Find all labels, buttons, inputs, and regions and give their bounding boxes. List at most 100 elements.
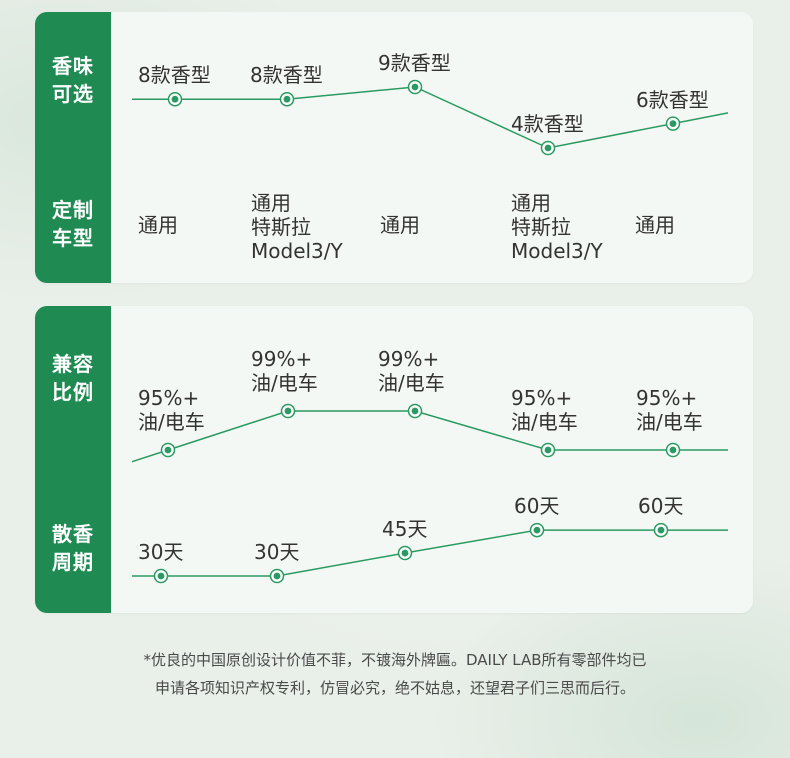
- marker-dot: [171, 95, 179, 103]
- period-point-marker: [653, 522, 669, 538]
- row-label-band: [35, 306, 111, 613]
- scent-label: 4款香型: [511, 112, 584, 136]
- compat-label-line: 油/电车: [511, 410, 578, 434]
- model-label-line: 特斯拉: [511, 215, 571, 239]
- period-label-line: 60天: [638, 494, 684, 519]
- compat-and-period-card: 兼容 比例 散香 周期 95%+ 油/电车 99%+ 油/电车 99%+ 油/电车 95%+…: [35, 306, 753, 613]
- compat-label: 99%+ 油/电车: [251, 347, 318, 395]
- period-label-line: 60天: [514, 494, 560, 519]
- model-label-line: 通用: [251, 191, 291, 215]
- row-label-line: 散香: [52, 522, 94, 546]
- compat-label-line: 油/电车: [251, 371, 318, 395]
- row-label-custom-model: 定制 车型: [35, 196, 111, 252]
- period-label: 45天: [382, 517, 427, 541]
- period-line: [132, 529, 728, 577]
- scent-label-line: 4款香型: [511, 112, 584, 136]
- compat-label-line: 油/电车: [636, 410, 703, 434]
- model-label: 通用 特斯拉 Model3/Y: [251, 191, 343, 263]
- row-label-line: 比例: [52, 380, 94, 404]
- compat-label-line: 99%+: [251, 347, 313, 371]
- model-label-line: 通用: [138, 213, 178, 237]
- scent-label: 6款香型: [636, 88, 709, 112]
- compat-label-line: 95%+: [138, 386, 200, 410]
- marker-dot: [283, 95, 291, 103]
- compat-label-line: 油/电车: [378, 371, 445, 395]
- compat-point-marker: [665, 442, 681, 458]
- period-point-marker: [269, 568, 285, 584]
- row-label-line: 兼容: [52, 352, 94, 376]
- model-label-line: Model3/Y: [251, 239, 343, 263]
- marker-dot: [284, 407, 292, 415]
- marker-dot: [164, 446, 172, 454]
- compat-point-marker: [160, 442, 176, 458]
- compat-label: 95%+ 油/电车: [511, 386, 578, 434]
- row-label-line: 香味: [52, 54, 94, 78]
- scent-label-line: 6款香型: [636, 87, 709, 112]
- row-label-scent-period: 散香 周期: [35, 520, 111, 576]
- marker-dot: [273, 572, 281, 580]
- scent-label-line: 8款香型: [138, 63, 211, 88]
- model-label: 通用: [138, 213, 178, 237]
- compat-label: 95%+ 油/电车: [138, 386, 205, 434]
- scent-label-line: 9款香型: [378, 51, 451, 75]
- marker-dot: [157, 572, 165, 580]
- scent-point-marker: [279, 91, 295, 107]
- period-label-line: 30天: [138, 540, 184, 564]
- row-label-scent-options: 香味 可选: [35, 52, 111, 108]
- marker-dot: [544, 144, 552, 152]
- marker-dot: [669, 446, 677, 454]
- marker-dot: [411, 407, 419, 415]
- marker-dot: [657, 526, 665, 534]
- scent-and-model-card: 香味 可选 定制 车型 8款香型 8款香型 9款香型 4款香型 6款香型 通用 通用 特…: [35, 12, 753, 283]
- period-label: 30天: [254, 540, 299, 564]
- row-label-band: [35, 12, 111, 283]
- compat-label-line: 99%+: [378, 347, 440, 371]
- model-label: 通用 特斯拉 Model3/Y: [511, 191, 603, 263]
- scent-point-marker: [167, 91, 183, 107]
- marker-dot: [401, 549, 409, 557]
- row-label-line: 可选: [52, 82, 94, 106]
- period-label-line: 30天: [254, 540, 300, 564]
- scent-count-line-chart: [132, 79, 729, 156]
- scent-label: 8款香型: [138, 63, 211, 87]
- compat-label-line: 95%+: [511, 386, 573, 410]
- period-label: 30天: [138, 540, 183, 564]
- compat-point-marker: [407, 403, 423, 419]
- scent-label: 9款香型: [378, 51, 451, 75]
- row-label-line: 周期: [52, 550, 94, 574]
- model-label-line: Model3/Y: [511, 239, 603, 263]
- footer-note-line-1: *优良的中国原创设计价值不菲，不镀海外牌匾。DAILY LAB所有零部件均已: [143, 651, 647, 669]
- period-label: 60天: [514, 494, 559, 518]
- scent-point-marker: [407, 79, 423, 95]
- model-label-line: 通用: [380, 213, 420, 237]
- period-label: 60天: [638, 494, 683, 518]
- compat-label-line: 95%+: [636, 386, 698, 410]
- compat-label: 95%+ 油/电车: [636, 386, 703, 434]
- compat-label: 99%+ 油/电车: [378, 347, 445, 395]
- footer-note-line-2: 申请各项知识产权专利，仿冒必究，绝不姑息，还望君子们三思而后行。: [154, 679, 635, 697]
- period-point-marker: [529, 522, 545, 538]
- compat-label-line: 油/电车: [138, 410, 205, 434]
- scent-point-marker: [665, 116, 681, 131]
- model-label: 通用: [635, 213, 675, 237]
- compat-point-marker: [280, 403, 296, 419]
- compat-point-marker: [540, 442, 556, 458]
- row-label-line: 定制: [52, 198, 94, 222]
- marker-dot: [533, 526, 541, 534]
- model-label-line: 特斯拉: [251, 215, 311, 239]
- marker-dot: [669, 120, 677, 127]
- scent-point-marker: [540, 140, 556, 156]
- model-label-line: 通用: [635, 213, 675, 237]
- row-label-line: 车型: [52, 226, 94, 250]
- marker-dot: [411, 83, 419, 91]
- period-point-marker: [153, 568, 169, 584]
- period-point-marker: [397, 545, 413, 561]
- model-label: 通用: [380, 213, 420, 237]
- row-label-compat-ratio: 兼容 比例: [35, 350, 111, 406]
- scent-label-line: 8款香型: [250, 63, 323, 88]
- period-label-line: 45天: [382, 517, 428, 542]
- compat-and-period-line-charts: [131, 403, 728, 584]
- marker-dot: [544, 446, 552, 454]
- scent-label: 8款香型: [250, 63, 323, 87]
- model-label-line: 通用: [511, 191, 551, 215]
